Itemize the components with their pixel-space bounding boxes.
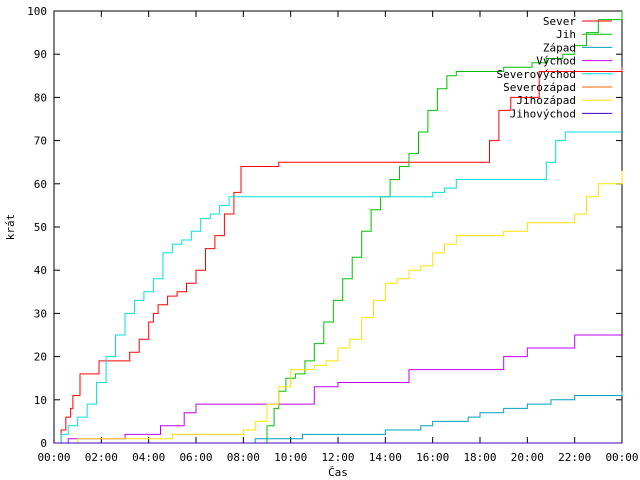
x-tick-label: 14:00 (369, 451, 402, 464)
legend-label: Západ (543, 41, 576, 54)
y-tick-label: 70 (34, 135, 47, 148)
y-tick-label: 80 (34, 91, 47, 104)
y-tick-label: 50 (34, 221, 47, 234)
x-tick-label: 16:00 (416, 451, 449, 464)
legend-label: Jihovýchod (510, 107, 576, 120)
y-axis-title: krát (4, 214, 17, 241)
y-tick-label: 20 (34, 351, 47, 364)
x-tick-label: 00:00 (605, 451, 638, 464)
x-tick-label: 10:00 (274, 451, 307, 464)
legend-label: Jih (556, 28, 576, 41)
legend-label: Jihozápad (516, 94, 576, 107)
chart-marks: 0 10 20 30 40 50 60 70 80 90 100 00:00 02:00 04:00 06:… (27, 5, 638, 464)
legend-label: Východ (536, 55, 576, 68)
x-tick-label: 08:00 (227, 451, 260, 464)
legend-label: Sever (543, 15, 576, 28)
legend-label: Severozápad (503, 81, 576, 94)
y-tick-label: 100 (27, 5, 47, 18)
series-line-1 (54, 67, 623, 444)
legend-label: Severovýchod (497, 68, 576, 81)
series-line-7 (54, 170, 623, 444)
x-axis-title: Čas (328, 466, 348, 479)
y-tick-label: 10 (34, 394, 47, 407)
x-tick-label: 22:00 (558, 451, 591, 464)
x-tick-label: 06:00 (179, 451, 212, 464)
series-line-4 (54, 334, 622, 444)
x-tick-label: 00:00 (37, 451, 70, 464)
y-tick-label: 30 (34, 307, 47, 320)
series-line-2 (54, 11, 623, 444)
x-tick-label: 12:00 (321, 451, 354, 464)
y-tick-label: 60 (34, 178, 47, 191)
y-tick-label: 0 (40, 437, 47, 450)
series-line-5 (54, 131, 622, 444)
y-tick-label: 40 (34, 264, 47, 277)
x-tick-label: 20:00 (511, 451, 544, 464)
x-tick-label: 04:00 (132, 451, 165, 464)
series-line-3 (54, 391, 623, 444)
x-tick-label: 18:00 (463, 451, 496, 464)
y-tick-label: 90 (34, 48, 47, 61)
x-tick-label: 02:00 (85, 451, 118, 464)
